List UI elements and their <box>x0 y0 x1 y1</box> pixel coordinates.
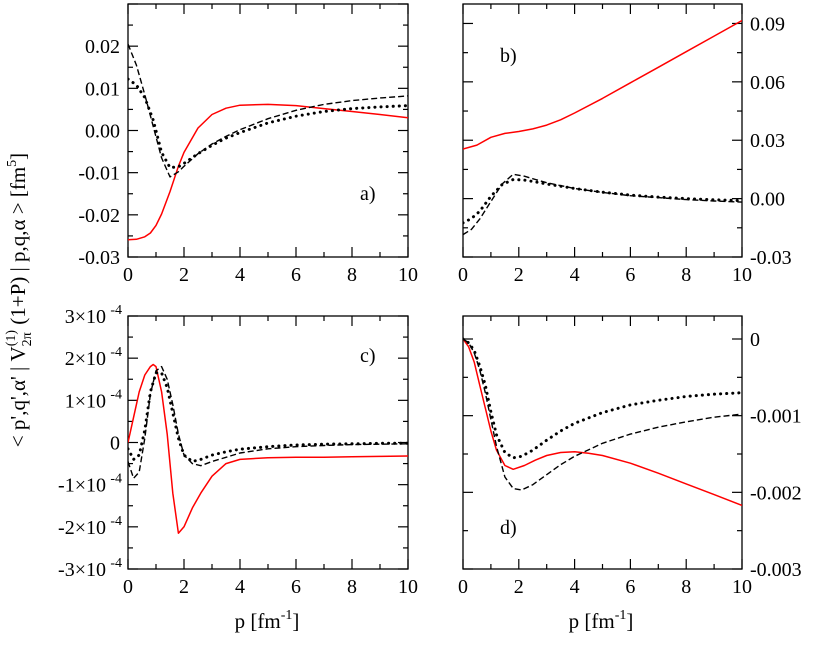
panel-label-c: c) <box>360 345 376 367</box>
series-black-dashed-b <box>463 173 742 236</box>
series-black-dotted-b <box>463 178 742 225</box>
x-tick-label-a: 4 <box>235 264 245 286</box>
panel-c: 0 2 4 6 8 10-3×10 -4-2×10 -4-1×10 -401×10 -42×10-… <box>58 303 418 598</box>
x-tick-label-b: 10 <box>732 264 752 286</box>
y-tick-label-d: -0.001 <box>750 406 802 428</box>
y-axis-label-sub: 2π <box>20 332 35 346</box>
y-tick-label-exp: -4 <box>110 472 122 487</box>
y-tick-label-d: 0 <box>750 329 760 351</box>
panel-a: 0 2 4 6 8 10 -0.03 -0.02 -0.01 0.00 0.01 0.02 a) <box>78 3 418 286</box>
x-tick-label-d: 4 <box>570 576 580 598</box>
y-tick-label-exp: -4 <box>110 556 122 571</box>
series-black-dashed-d <box>463 338 742 491</box>
y-axis-label-end: ] <box>6 153 30 160</box>
y-tick-label-b: 0.09 <box>750 13 785 35</box>
x-axis-label-right-end: ] <box>626 609 633 633</box>
series-red-solid-b <box>463 19 742 150</box>
x-axis-label-left: p [fm-1] <box>235 608 300 633</box>
x-tick-label-b: 2 <box>514 264 524 286</box>
y-tick-label-c: -1×10 -4 <box>58 472 122 497</box>
x-tick-label-d: 10 <box>732 576 752 598</box>
x-tick-label-d: 0 <box>458 576 468 598</box>
series-black-dotted-d <box>463 337 742 460</box>
y-tick-label-base: -2×10 <box>58 517 106 539</box>
y-tick-label-exp: -4 <box>110 387 122 402</box>
x-tick-label-a: 10 <box>398 264 418 286</box>
panel-d: 0 2 4 6 8 10-0.003 -0.002 -0.001 0 d) <box>458 315 802 598</box>
series-red-solid-a <box>128 103 408 241</box>
y-tick-label-c: -2×10 -4 <box>58 514 122 539</box>
series-black-dotted-c <box>128 371 408 463</box>
x-tick-label-c: 8 <box>347 576 357 598</box>
y-axis-label-rest: (1+P) | p,q,α > [fm <box>6 167 30 330</box>
x-tick-label-c: 0 <box>123 576 133 598</box>
y-tick-label-c: 0 <box>110 433 120 455</box>
x-tick-label-b: 4 <box>570 264 580 286</box>
y-tick-label-b: 0.03 <box>750 130 785 152</box>
x-tick-label-b: 8 <box>681 264 691 286</box>
y-axis-label: < p',q',α' | V2π(1) (1+P) | p,q,α > [fm5… <box>4 153 35 447</box>
panel-label-a: a) <box>360 183 376 205</box>
y-axis-label-sup: (1) <box>4 330 19 347</box>
y-tick-label-base: -1×10 <box>58 475 106 497</box>
y-tick-label-exp: -4 <box>110 514 122 529</box>
panel-b: 0 2 4 6 8 10-0.03 0.00 0.03 0.06 0.09 b) <box>458 3 792 286</box>
x-tick-label-b: 0 <box>458 264 468 286</box>
x-axis-label-left-exp: -1 <box>281 608 293 623</box>
y-tick-label-b: 0.00 <box>750 189 785 211</box>
x-tick-label-c: 6 <box>291 576 301 598</box>
y-tick-label-a: 0.01 <box>85 78 120 100</box>
x-tick-label-a: 6 <box>291 264 301 286</box>
panel-label-d: d) <box>500 517 517 539</box>
y-tick-label-a: -0.03 <box>78 247 120 269</box>
x-tick-label-a: 8 <box>347 264 357 286</box>
y-tick-label-b: -0.03 <box>750 247 792 269</box>
y-tick-label-c: 1×10 -4 <box>65 387 122 412</box>
y-tick-label-a: -0.01 <box>78 163 120 185</box>
y-tick-label-base: 1×10 <box>65 390 106 412</box>
y-tick-label-c: -3×10 -4 <box>58 556 122 581</box>
y-tick-label-d: -0.003 <box>750 559 802 581</box>
x-tick-label-c: 2 <box>179 576 189 598</box>
y-tick-label-c: 3×10 -4 <box>65 303 122 328</box>
panel-label-b: b) <box>500 45 517 67</box>
y-tick-label-a: 0.02 <box>85 36 120 58</box>
x-axis-label-right: p [fm-1] <box>569 608 634 633</box>
y-tick-label-exp: -4 <box>110 345 122 360</box>
x-axis-label-right-exp: -1 <box>615 608 627 623</box>
x-tick-label-b: 6 <box>625 264 635 286</box>
y-tick-label-base: 3×10 <box>65 306 106 328</box>
x-axis-label-left-end: ] <box>292 609 299 633</box>
x-tick-label-d: 8 <box>681 576 691 598</box>
x-axis-label-right-main: p [fm <box>569 609 615 633</box>
x-tick-label-c: 4 <box>235 576 245 598</box>
y-axis-label-exp: 5 <box>5 160 20 167</box>
y-tick-label-b: 0.06 <box>750 72 785 94</box>
series-black-dotted-a <box>128 77 408 170</box>
y-tick-label-a: -0.02 <box>78 205 120 227</box>
y-tick-label-base: 2×10 <box>65 348 106 370</box>
y-axis-label-main: < p',q',α' | V <box>6 346 30 447</box>
x-tick-label-d: 6 <box>625 576 635 598</box>
y-tick-label-base: -3×10 <box>58 559 106 581</box>
x-tick-label-c: 10 <box>398 576 418 598</box>
x-axis-label-left-main: p [fm <box>235 609 281 633</box>
y-tick-label-exp: -4 <box>110 303 122 318</box>
x-tick-label-a: 2 <box>179 264 189 286</box>
series-red-solid-c <box>128 363 408 534</box>
y-tick-label-c: 2×10 -4 <box>65 345 122 370</box>
series-black-dashed-c <box>128 365 408 479</box>
x-tick-label-a: 0 <box>123 264 133 286</box>
y-tick-label-d: -0.002 <box>750 482 802 504</box>
series-red-solid-d <box>463 338 742 507</box>
y-tick-label-a: 0.00 <box>85 121 120 143</box>
x-tick-label-d: 2 <box>514 576 524 598</box>
